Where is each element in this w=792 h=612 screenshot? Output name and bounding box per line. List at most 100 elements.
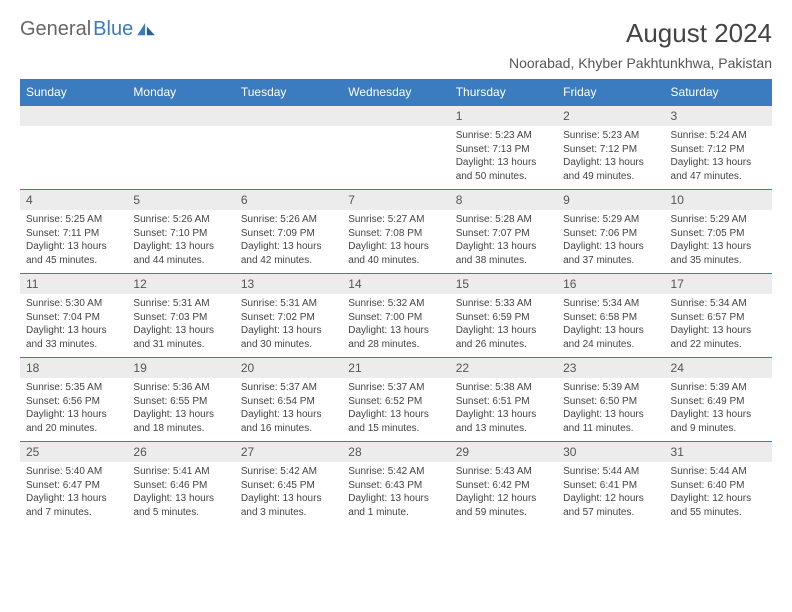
date-number: 6: [235, 190, 342, 210]
sun-info: Sunrise: 5:30 AMSunset: 7:04 PMDaylight:…: [20, 294, 127, 357]
calendar-day-cell: 31Sunrise: 5:44 AMSunset: 6:40 PMDayligh…: [665, 442, 772, 526]
calendar-day-cell: 27Sunrise: 5:42 AMSunset: 6:45 PMDayligh…: [235, 442, 342, 526]
date-number: 30: [557, 442, 664, 462]
title-block: August 2024 Noorabad, Khyber Pakhtunkhwa…: [509, 18, 772, 71]
date-number: 23: [557, 358, 664, 378]
calendar-day-cell: 26Sunrise: 5:41 AMSunset: 6:46 PMDayligh…: [127, 442, 234, 526]
sun-info: Sunrise: 5:24 AMSunset: 7:12 PMDaylight:…: [665, 126, 772, 189]
date-number: 2: [557, 106, 664, 126]
date-number: 31: [665, 442, 772, 462]
calendar-day-cell: 29Sunrise: 5:43 AMSunset: 6:42 PMDayligh…: [450, 442, 557, 526]
date-number: 28: [342, 442, 449, 462]
calendar-day-cell: 1Sunrise: 5:23 AMSunset: 7:13 PMDaylight…: [450, 106, 557, 190]
calendar-day-cell: [342, 106, 449, 190]
date-number: 11: [20, 274, 127, 294]
date-number: 20: [235, 358, 342, 378]
calendar-day-cell: 21Sunrise: 5:37 AMSunset: 6:52 PMDayligh…: [342, 358, 449, 442]
location-subtitle: Noorabad, Khyber Pakhtunkhwa, Pakistan: [509, 55, 772, 71]
sun-info: Sunrise: 5:37 AMSunset: 6:52 PMDaylight:…: [342, 378, 449, 441]
calendar-grid: SundayMondayTuesdayWednesdayThursdayFrid…: [20, 79, 772, 525]
calendar-week-row: 25Sunrise: 5:40 AMSunset: 6:47 PMDayligh…: [20, 442, 772, 526]
date-number: 26: [127, 442, 234, 462]
calendar-day-cell: 12Sunrise: 5:31 AMSunset: 7:03 PMDayligh…: [127, 274, 234, 358]
calendar-day-cell: 16Sunrise: 5:34 AMSunset: 6:58 PMDayligh…: [557, 274, 664, 358]
sun-info: Sunrise: 5:35 AMSunset: 6:56 PMDaylight:…: [20, 378, 127, 441]
calendar-day-cell: 19Sunrise: 5:36 AMSunset: 6:55 PMDayligh…: [127, 358, 234, 442]
calendar-day-cell: 25Sunrise: 5:40 AMSunset: 6:47 PMDayligh…: [20, 442, 127, 526]
date-number: 1: [450, 106, 557, 126]
sun-info: Sunrise: 5:33 AMSunset: 6:59 PMDaylight:…: [450, 294, 557, 357]
sun-info: Sunrise: 5:42 AMSunset: 6:43 PMDaylight:…: [342, 462, 449, 525]
sun-info: Sunrise: 5:29 AMSunset: 7:06 PMDaylight:…: [557, 210, 664, 273]
date-number: 29: [450, 442, 557, 462]
logo: GeneralBlue: [20, 18, 155, 41]
date-number: 27: [235, 442, 342, 462]
calendar-week-row: 4Sunrise: 5:25 AMSunset: 7:11 PMDaylight…: [20, 190, 772, 274]
date-number: 16: [557, 274, 664, 294]
day-header-cell: Wednesday: [342, 79, 449, 106]
calendar-day-cell: 7Sunrise: 5:27 AMSunset: 7:08 PMDaylight…: [342, 190, 449, 274]
sun-info: Sunrise: 5:44 AMSunset: 6:41 PMDaylight:…: [557, 462, 664, 525]
sun-info: Sunrise: 5:34 AMSunset: 6:58 PMDaylight:…: [557, 294, 664, 357]
calendar-week-row: 11Sunrise: 5:30 AMSunset: 7:04 PMDayligh…: [20, 274, 772, 358]
date-number: 17: [665, 274, 772, 294]
day-header-cell: Sunday: [20, 79, 127, 106]
empty-date: [235, 106, 342, 126]
page-header: GeneralBlue August 2024 Noorabad, Khyber…: [20, 18, 772, 71]
calendar-day-cell: 23Sunrise: 5:39 AMSunset: 6:50 PMDayligh…: [557, 358, 664, 442]
day-header-cell: Monday: [127, 79, 234, 106]
sun-info: Sunrise: 5:40 AMSunset: 6:47 PMDaylight:…: [20, 462, 127, 525]
sun-info: Sunrise: 5:34 AMSunset: 6:57 PMDaylight:…: [665, 294, 772, 357]
sun-info: Sunrise: 5:23 AMSunset: 7:12 PMDaylight:…: [557, 126, 664, 189]
sun-info: Sunrise: 5:44 AMSunset: 6:40 PMDaylight:…: [665, 462, 772, 525]
sun-info: Sunrise: 5:27 AMSunset: 7:08 PMDaylight:…: [342, 210, 449, 273]
date-number: 15: [450, 274, 557, 294]
sun-info: Sunrise: 5:37 AMSunset: 6:54 PMDaylight:…: [235, 378, 342, 441]
sun-info: Sunrise: 5:39 AMSunset: 6:49 PMDaylight:…: [665, 378, 772, 441]
sun-info: Sunrise: 5:29 AMSunset: 7:05 PMDaylight:…: [665, 210, 772, 273]
page-title: August 2024: [509, 18, 772, 49]
calendar-day-cell: 8Sunrise: 5:28 AMSunset: 7:07 PMDaylight…: [450, 190, 557, 274]
calendar-day-cell: 22Sunrise: 5:38 AMSunset: 6:51 PMDayligh…: [450, 358, 557, 442]
date-number: 3: [665, 106, 772, 126]
calendar-day-cell: 17Sunrise: 5:34 AMSunset: 6:57 PMDayligh…: [665, 274, 772, 358]
calendar-day-cell: 28Sunrise: 5:42 AMSunset: 6:43 PMDayligh…: [342, 442, 449, 526]
calendar-day-cell: 10Sunrise: 5:29 AMSunset: 7:05 PMDayligh…: [665, 190, 772, 274]
sun-info: Sunrise: 5:38 AMSunset: 6:51 PMDaylight:…: [450, 378, 557, 441]
sun-info: Sunrise: 5:39 AMSunset: 6:50 PMDaylight:…: [557, 378, 664, 441]
sun-info: Sunrise: 5:41 AMSunset: 6:46 PMDaylight:…: [127, 462, 234, 525]
date-number: 21: [342, 358, 449, 378]
sun-info: Sunrise: 5:31 AMSunset: 7:02 PMDaylight:…: [235, 294, 342, 357]
calendar-day-cell: 9Sunrise: 5:29 AMSunset: 7:06 PMDaylight…: [557, 190, 664, 274]
date-number: 5: [127, 190, 234, 210]
empty-date: [20, 106, 127, 126]
date-number: 4: [20, 190, 127, 210]
date-number: 25: [20, 442, 127, 462]
calendar-day-cell: 20Sunrise: 5:37 AMSunset: 6:54 PMDayligh…: [235, 358, 342, 442]
sun-info: Sunrise: 5:42 AMSunset: 6:45 PMDaylight:…: [235, 462, 342, 525]
calendar-day-cell: 14Sunrise: 5:32 AMSunset: 7:00 PMDayligh…: [342, 274, 449, 358]
sun-info: Sunrise: 5:32 AMSunset: 7:00 PMDaylight:…: [342, 294, 449, 357]
empty-date: [342, 106, 449, 126]
sun-info: Sunrise: 5:36 AMSunset: 6:55 PMDaylight:…: [127, 378, 234, 441]
date-number: 13: [235, 274, 342, 294]
day-header-cell: Thursday: [450, 79, 557, 106]
date-number: 7: [342, 190, 449, 210]
sun-info: Sunrise: 5:26 AMSunset: 7:10 PMDaylight:…: [127, 210, 234, 273]
sun-info: Sunrise: 5:26 AMSunset: 7:09 PMDaylight:…: [235, 210, 342, 273]
calendar-day-cell: 2Sunrise: 5:23 AMSunset: 7:12 PMDaylight…: [557, 106, 664, 190]
calendar-day-cell: 4Sunrise: 5:25 AMSunset: 7:11 PMDaylight…: [20, 190, 127, 274]
calendar-day-cell: 15Sunrise: 5:33 AMSunset: 6:59 PMDayligh…: [450, 274, 557, 358]
date-number: 12: [127, 274, 234, 294]
sun-info: Sunrise: 5:28 AMSunset: 7:07 PMDaylight:…: [450, 210, 557, 273]
calendar-week-row: 18Sunrise: 5:35 AMSunset: 6:56 PMDayligh…: [20, 358, 772, 442]
calendar-page: GeneralBlue August 2024 Noorabad, Khyber…: [0, 0, 792, 543]
logo-text-1: General: [20, 18, 91, 41]
day-header-cell: Saturday: [665, 79, 772, 106]
calendar-day-cell: 18Sunrise: 5:35 AMSunset: 6:56 PMDayligh…: [20, 358, 127, 442]
sun-info: Sunrise: 5:25 AMSunset: 7:11 PMDaylight:…: [20, 210, 127, 273]
date-number: 24: [665, 358, 772, 378]
day-header-cell: Tuesday: [235, 79, 342, 106]
date-number: 10: [665, 190, 772, 210]
calendar-day-cell: [235, 106, 342, 190]
